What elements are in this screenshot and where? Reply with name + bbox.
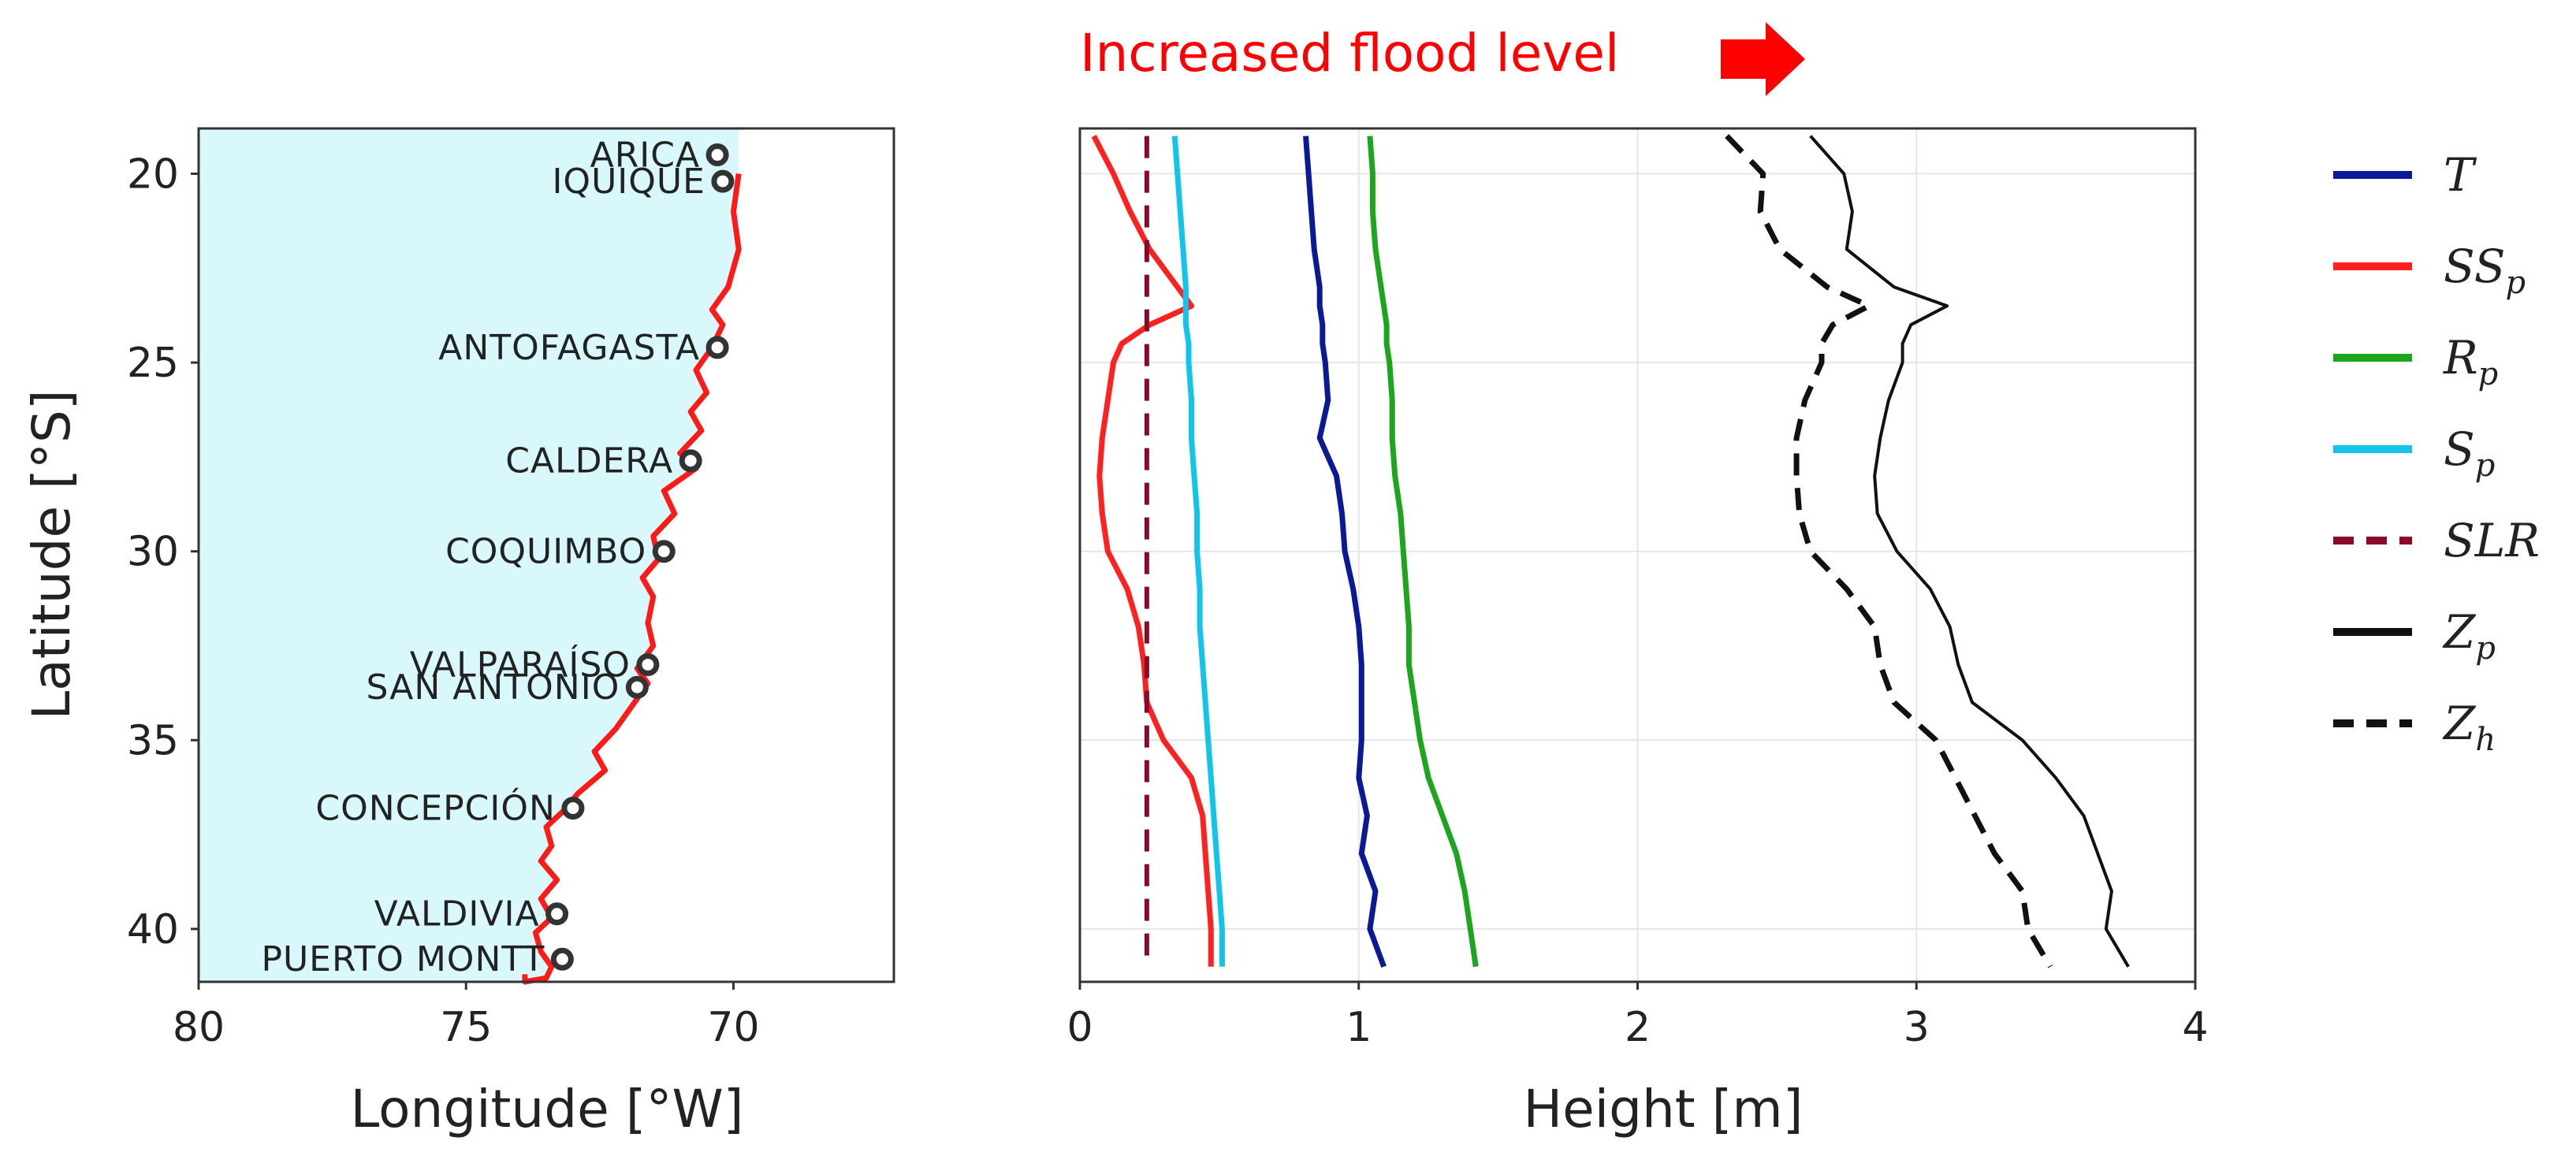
x-tick-label: 1 xyxy=(1346,1004,1372,1051)
map-y-axis-title: Latitude [°S] xyxy=(21,389,82,719)
x-tick-label: 0 xyxy=(1067,1004,1093,1051)
series-line-zp xyxy=(1809,135,2130,968)
city-label: ARICA xyxy=(590,136,700,176)
flood-arrow-icon xyxy=(1721,22,1805,96)
y-tick-label: 40 xyxy=(127,906,179,953)
city-marker xyxy=(679,449,702,473)
flood-level-annotation: Increased flood level xyxy=(1080,23,1619,84)
x-tick-label: 4 xyxy=(2182,1004,2208,1051)
x-tick-label: 80 xyxy=(173,1004,225,1051)
city-marker xyxy=(625,675,649,699)
city-marker xyxy=(711,169,735,193)
legend-label-subscript: p xyxy=(2475,630,2496,667)
legend-label-subscript: p xyxy=(2478,356,2499,392)
city-label: VALPARAÍSO xyxy=(410,643,631,685)
legend-label-name: S xyxy=(2444,422,2475,476)
city-label: ANTOFAGASTA xyxy=(438,328,700,368)
series-line-ssp xyxy=(1091,134,1214,967)
legend-label-name: R xyxy=(2443,331,2478,385)
city-label: PUERTO MONTT xyxy=(261,939,545,979)
legend-label-name: SLR xyxy=(2444,514,2540,567)
x-tick-label: 2 xyxy=(1625,1004,1651,1051)
legend-label: Sp xyxy=(2444,422,2495,484)
map-x-axis-title: Longitude [°W] xyxy=(351,1079,744,1139)
legend-label-subscript: h xyxy=(2475,722,2496,758)
legend-label: T xyxy=(2444,148,2477,202)
city-marker xyxy=(705,143,729,167)
legend-label: Rp xyxy=(2443,331,2498,392)
y-tick-label: 30 xyxy=(127,529,179,576)
legend-label-name: SS xyxy=(2444,240,2505,293)
x-tick-label: 75 xyxy=(440,1004,492,1051)
city-marker xyxy=(550,947,574,971)
city-marker xyxy=(636,652,660,676)
legend-label-name: Z xyxy=(2442,697,2477,750)
legend-label-subscript: p xyxy=(2475,448,2496,484)
legend-label: SSp xyxy=(2444,240,2526,301)
series-line-rp xyxy=(1367,136,1479,968)
city-label: IQUIQUE xyxy=(552,162,705,202)
y-tick-label: 35 xyxy=(127,717,179,764)
city-label: SAN ANTONIO xyxy=(367,667,620,708)
city-marker xyxy=(705,336,729,359)
city-marker xyxy=(652,540,676,563)
height-x-axis-title: Height [m] xyxy=(1524,1079,1804,1139)
city-label: CALDERA xyxy=(505,441,673,481)
x-tick-label: 3 xyxy=(1904,1004,1930,1051)
city-label: COQUIMBO xyxy=(445,532,646,572)
city-label: VALDIVIA xyxy=(374,894,540,935)
city-marker xyxy=(545,902,569,926)
y-tick-label: 25 xyxy=(127,340,179,387)
map-frame xyxy=(197,127,895,983)
legend-label: Zh xyxy=(2442,697,2496,758)
x-tick-label: 70 xyxy=(707,1004,759,1051)
series-lines xyxy=(1091,134,2130,968)
series-line-t xyxy=(1303,136,1387,968)
legend-label-subscript: p xyxy=(2505,265,2526,301)
legend-label-name: Z xyxy=(2442,605,2477,659)
y-tick-label: 20 xyxy=(127,151,179,199)
height-panel: 0 1 2 3 4 Height [m] xyxy=(1067,127,2209,1139)
map-y-ticks: 20 25 30 35 40 xyxy=(127,151,199,953)
map-x-ticks: 80 75 70 xyxy=(173,982,760,1051)
series-line-sp xyxy=(1171,136,1225,967)
series-line-zh xyxy=(1725,134,2053,968)
legend-label-name: T xyxy=(2444,148,2477,202)
legend-label: Zp xyxy=(2442,605,2496,667)
legend-label: SLR xyxy=(2444,514,2540,567)
city-marker xyxy=(561,797,585,820)
city-label: CONCEPCIÓN xyxy=(315,787,556,829)
height-x-ticks: 0 1 2 3 4 xyxy=(1067,982,2209,1051)
coastline xyxy=(522,173,742,985)
